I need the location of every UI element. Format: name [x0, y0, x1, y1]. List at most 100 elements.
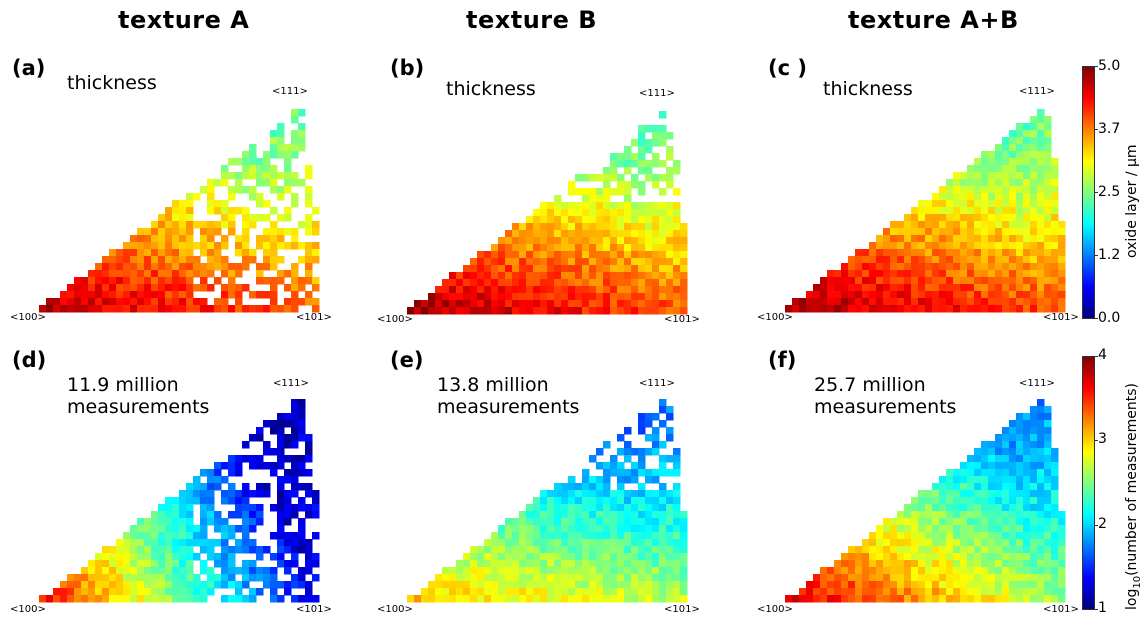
heatmap-cell: [519, 223, 527, 231]
heatmap-cell: [519, 251, 527, 259]
heatmap-cell: [967, 291, 975, 299]
heatmap-cell: [960, 270, 968, 278]
heatmap-cell: [291, 116, 299, 124]
heatmap-cell: [477, 567, 485, 575]
heatmap-cell: [1030, 186, 1038, 194]
heatmap-cell: [109, 249, 117, 257]
heatmap-cell: [484, 588, 492, 596]
heatmap-cell: [207, 539, 215, 547]
heatmap-cell: [263, 214, 271, 222]
heatmap-cell: [470, 258, 478, 266]
heatmap-cell: [925, 588, 933, 596]
panel-a-caption: thickness: [67, 72, 157, 94]
heatmap-cell: [144, 256, 152, 264]
heatmap-cell: [53, 298, 61, 306]
heatmap-cell: [463, 588, 471, 596]
heatmap-cell: [981, 525, 989, 533]
heatmap-cell: [925, 277, 933, 285]
heatmap-cell: [144, 518, 152, 526]
heatmap-cell: [470, 588, 478, 596]
heatmap-cell: [554, 490, 562, 498]
heatmap-cell: [610, 469, 618, 477]
heatmap-cell: [603, 546, 611, 554]
heatmap-cell: [1016, 518, 1024, 526]
heatmap-cell: [561, 490, 569, 498]
heatmap-cell: [270, 144, 278, 152]
heatmap-cell: [1016, 298, 1024, 306]
heatmap-cell: [291, 193, 299, 201]
heatmap-cell: [491, 539, 499, 547]
heatmap-cell: [988, 567, 996, 575]
heatmap-cell: [652, 539, 660, 547]
panel-label-b: (b): [390, 56, 425, 80]
heatmap-cell: [200, 560, 208, 568]
heatmap-cell: [554, 525, 562, 533]
heatmap-cell: [967, 553, 975, 561]
heatmap-cell: [610, 525, 618, 533]
heatmap-cell: [123, 560, 131, 568]
heatmap-cell: [631, 574, 639, 582]
heatmap-cell: [305, 511, 313, 519]
heatmap-cell: [862, 574, 870, 582]
heatmap-cell: [624, 265, 632, 273]
heatmap-cell: [116, 546, 124, 554]
heatmap-cell: [291, 270, 299, 278]
heatmap-cell: [1051, 462, 1059, 470]
heatmap-cell: [449, 595, 457, 603]
heatmap-cell: [270, 574, 278, 582]
heatmap-cell: [186, 242, 194, 250]
heatmap-cell: [638, 595, 646, 603]
heatmap-cell: [575, 272, 583, 280]
heatmap-cell: [116, 256, 124, 264]
heatmap-cell: [876, 284, 884, 292]
heatmap-cell: [270, 588, 278, 596]
heatmap-cell: [1023, 291, 1031, 299]
heatmap-cell: [88, 595, 96, 603]
heatmap-cell: [855, 588, 863, 596]
heatmap-cell: [1009, 525, 1017, 533]
heatmap-cell: [221, 553, 229, 561]
heatmap-cell: [470, 567, 478, 575]
heatmap-cell: [848, 263, 856, 271]
heatmap-cell: [568, 251, 576, 259]
heatmap-cell: [540, 539, 548, 547]
heatmap-cell: [298, 130, 306, 138]
heatmap-cell: [638, 293, 646, 301]
heatmap-cell: [827, 567, 835, 575]
heatmap-cell: [1037, 228, 1045, 236]
heatmap-cell: [519, 293, 527, 301]
heatmap-cell: [193, 574, 201, 582]
heatmap-cell: [207, 193, 215, 201]
heatmap-cell: [561, 300, 569, 308]
heatmap-cell: [1023, 504, 1031, 512]
heatmap-cell: [624, 146, 632, 154]
heatmap-cell: [638, 455, 646, 463]
heatmap-cell: [151, 560, 159, 568]
heatmap-cell: [291, 441, 299, 449]
heatmap-cell: [137, 256, 145, 264]
heatmap-cell: [547, 553, 555, 561]
heatmap-cell: [967, 469, 975, 477]
heatmap-cell: [617, 504, 625, 512]
heatmap-cell: [638, 532, 646, 540]
heatmap-cell: [967, 200, 975, 208]
heatmap-cell: [137, 298, 145, 306]
panel-e-dir-101: <101>: [664, 604, 700, 615]
heatmap-cell: [967, 242, 975, 250]
heatmap-cell: [582, 546, 590, 554]
heatmap-cell: [561, 595, 569, 603]
heatmap-cell: [659, 188, 667, 196]
heatmap-cell: [60, 595, 68, 603]
heatmap-cell: [1030, 595, 1038, 603]
heatmap-cell: [659, 469, 667, 477]
heatmap-cell: [158, 242, 166, 250]
heatmap-cell: [869, 553, 877, 561]
heatmap-cell: [659, 139, 667, 147]
heatmap-cell: [855, 277, 863, 285]
heatmap-cell: [526, 546, 534, 554]
heatmap-cell: [869, 277, 877, 285]
heatmap-cell: [165, 221, 173, 229]
heatmap-cell: [1058, 298, 1066, 306]
heatmap-cell: [109, 263, 117, 271]
heatmap-cell: [144, 595, 152, 603]
